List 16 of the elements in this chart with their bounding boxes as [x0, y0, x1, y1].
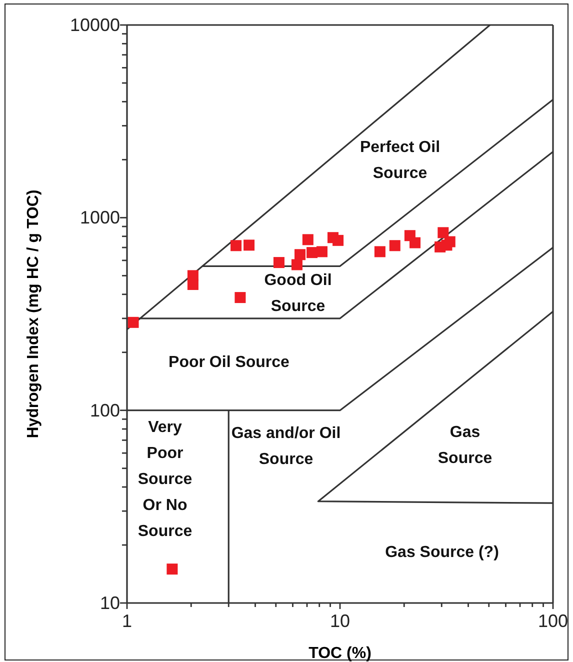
annotation: Gas and/or Oil Source: [231, 425, 341, 468]
annotation: Poor Oil Source: [168, 354, 290, 371]
y-axis-title: Hydrogen Index (mg HC / g TOC): [25, 190, 42, 438]
annotation: Very Poor Source Or No Source: [138, 419, 192, 540]
annotation: Good Oil Source: [264, 272, 332, 315]
annotation: Gas Source: [438, 424, 492, 467]
x-tick-label: 10: [330, 611, 350, 631]
x-axis-title: TOC (%): [308, 645, 372, 662]
y-tick-label: 10: [100, 593, 120, 613]
x-tick-label: 100: [538, 611, 568, 631]
y-tick-label: 10000: [70, 15, 120, 35]
annotation: Gas Source (?): [385, 544, 499, 561]
x-tick-label: 1: [122, 611, 132, 631]
y-tick-label: 100: [90, 400, 120, 420]
y-tick-label: 1000: [80, 208, 120, 228]
annotation: Perfect Oil Source: [360, 139, 440, 182]
